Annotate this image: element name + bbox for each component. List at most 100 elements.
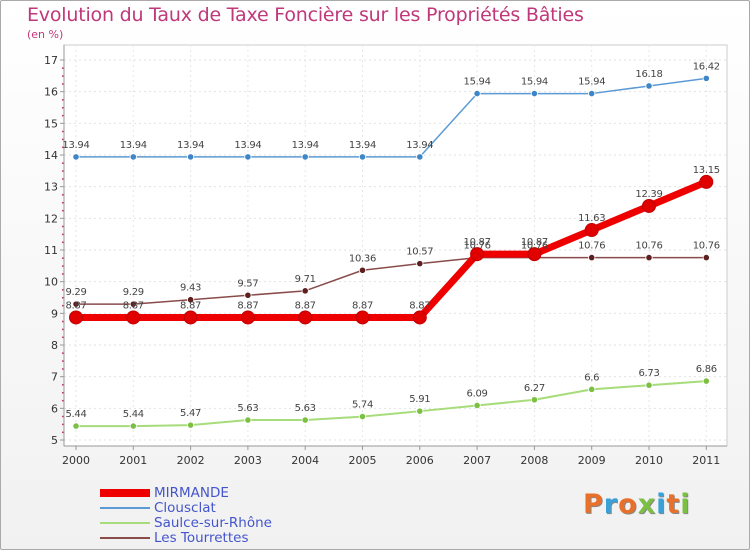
- data-label-tourrettes: 10.76: [635, 241, 662, 252]
- data-label-clousclat: 13.94: [234, 140, 261, 151]
- data-point-saulce: [358, 412, 367, 421]
- data-point-clousclat: [72, 153, 80, 161]
- data-point-mirmande: [126, 310, 141, 325]
- data-point-saulce: [530, 396, 539, 404]
- y-minor-tick: [62, 194, 64, 196]
- data-label-clousclat: 13.94: [62, 140, 89, 151]
- chart-subtitle: (en %): [27, 28, 64, 41]
- y-minor-tick: [62, 273, 64, 275]
- data-point-mirmande: [584, 223, 599, 238]
- x-tick-label: 2003: [234, 454, 262, 467]
- y-minor-tick: [62, 423, 64, 426]
- data-point-mirmande: [240, 310, 255, 325]
- legend-swatch-saulce: [100, 522, 150, 524]
- series-line-mirmande: [72, 178, 710, 321]
- data-label-tourrettes: 9.43: [180, 283, 201, 294]
- data-point-saulce: [72, 422, 80, 430]
- legend-swatch-mirmande: [100, 489, 150, 497]
- data-point-mirmande: [412, 310, 427, 325]
- data-label-mirmande: 8.87: [352, 300, 373, 311]
- data-point-tourrettes: [244, 291, 252, 299]
- data-label-mirmande: 8.87: [409, 300, 430, 311]
- y-tick-label: 13: [44, 181, 58, 194]
- data-point-clousclat: [473, 89, 481, 98]
- data-label-mirmande: 10.87: [464, 237, 491, 248]
- data-point-tourrettes: [588, 254, 596, 262]
- y-minor-tick: [62, 107, 64, 109]
- data-label-clousclat: 13.94: [292, 140, 319, 151]
- x-tick-label: 2002: [177, 454, 205, 467]
- y-minor-tick: [62, 162, 64, 164]
- y-tick-label: 9: [51, 307, 58, 320]
- data-point-clousclat: [129, 153, 137, 161]
- y-minor-tick: [62, 336, 64, 339]
- data-label-tourrettes: 10.57: [406, 247, 433, 258]
- data-point-saulce: [244, 416, 252, 424]
- y-tick-label: 15: [44, 117, 58, 130]
- data-label-mirmande: 8.87: [123, 300, 144, 311]
- data-label-clousclat: 13.94: [120, 140, 147, 151]
- data-label-mirmande: 12.39: [635, 189, 662, 200]
- x-tick-label: 2011: [692, 454, 720, 467]
- y-tick-label: 6: [51, 402, 58, 415]
- proxiti-logo: Proxiti: [583, 489, 691, 520]
- y-minor-tick: [62, 130, 64, 133]
- logo-letter: x: [637, 489, 657, 520]
- data-point-saulce: [473, 401, 481, 410]
- data-label-mirmande: 8.87: [295, 300, 316, 311]
- data-point-tourrettes: [72, 300, 80, 308]
- data-label-saulce: 6.73: [638, 368, 659, 379]
- series-line-clousclat: [75, 77, 708, 158]
- y-minor-tick: [62, 138, 64, 141]
- y-minor-tick: [62, 289, 64, 291]
- series-line-saulce: [75, 380, 708, 428]
- y-minor-tick: [62, 178, 64, 180]
- data-point-mirmande: [642, 198, 656, 213]
- y-minor-tick: [62, 360, 64, 362]
- data-point-mirmande: [470, 247, 485, 262]
- legend-swatch-tourrettes: [100, 537, 150, 539]
- y-minor-tick: [62, 83, 64, 85]
- data-point-tourrettes: [301, 287, 309, 295]
- data-point-clousclat: [645, 82, 653, 90]
- data-label-tourrettes: 10.76: [578, 241, 605, 252]
- logo-letter: t: [666, 489, 681, 520]
- logo-letter: r: [603, 489, 619, 520]
- y-minor-tick: [62, 320, 64, 323]
- data-label-clousclat: 16.42: [693, 61, 720, 72]
- legend-label-saulce: Saulce-sur-Rhône: [154, 515, 272, 531]
- data-label-tourrettes: 9.71: [295, 274, 316, 285]
- y-minor-tick: [62, 146, 64, 149]
- y-minor-tick: [62, 202, 64, 204]
- data-point-mirmande: [183, 310, 198, 325]
- y-minor-tick: [62, 352, 64, 354]
- data-label-saulce: 5.74: [352, 400, 373, 411]
- data-label-saulce: 5.91: [409, 394, 430, 405]
- y-tick-label: 16: [44, 86, 58, 99]
- y-tick-label: 12: [44, 212, 58, 225]
- data-label-saulce: 5.44: [123, 409, 144, 420]
- data-label-clousclat: 13.94: [177, 140, 204, 151]
- data-point-clousclat: [187, 153, 195, 161]
- data-point-tourrettes: [645, 254, 653, 262]
- data-label-tourrettes: 10.76: [693, 241, 720, 252]
- data-label-tourrettes: 10.76: [521, 241, 548, 252]
- data-point-mirmande: [355, 310, 370, 325]
- y-minor-tick: [62, 75, 64, 77]
- data-point-clousclat: [358, 153, 367, 161]
- data-point-clousclat: [301, 153, 309, 161]
- data-label-mirmande: 10.87: [521, 237, 548, 248]
- legend-item-saulce: Saulce-sur-Rhône: [100, 516, 272, 530]
- x-tick-label: 2009: [578, 454, 606, 467]
- x-tick-label: 2004: [291, 454, 319, 467]
- y-minor-tick: [62, 431, 64, 434]
- y-minor-tick: [62, 241, 64, 244]
- data-point-saulce: [416, 407, 424, 415]
- data-point-mirmande: [527, 247, 542, 262]
- y-minor-tick: [62, 225, 64, 228]
- data-label-tourrettes: 9.29: [123, 287, 144, 298]
- x-tick-label: 2007: [463, 454, 491, 467]
- data-label-clousclat: 15.94: [464, 77, 491, 88]
- data-label-clousclat: 15.94: [578, 77, 605, 88]
